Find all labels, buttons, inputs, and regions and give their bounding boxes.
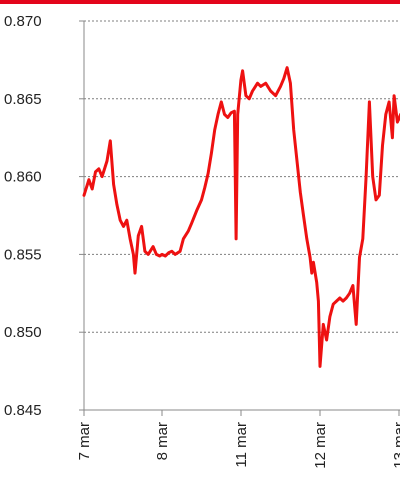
y-tick-label: 0.850 (4, 324, 42, 341)
top-accent-bar (0, 0, 400, 4)
series-layer (82, 66, 400, 368)
y-tick-label: 0.870 (4, 13, 42, 30)
y-tick-label: 0.865 (4, 91, 42, 108)
series-line (82, 66, 400, 368)
x-tick-label: 8 mar (154, 422, 171, 460)
x-tick-label: 13 mar (391, 422, 400, 469)
y-axis-ticks: 0.845 0.850 0.855 0.860 0.865 0.870 (4, 13, 84, 419)
x-tick-label: 7 mar (76, 422, 93, 460)
y-tick-label: 0.860 (4, 169, 42, 186)
x-tick-label: 12 mar (312, 422, 329, 469)
axes (83, 21, 400, 411)
x-tick-label: 11 mar (233, 422, 250, 468)
y-tick-label: 0.845 (4, 402, 42, 419)
y-tick-label: 0.855 (4, 246, 42, 263)
x-axis-ticks: 7 mar 8 mar 11 mar 12 mar 13 mar (76, 410, 400, 469)
